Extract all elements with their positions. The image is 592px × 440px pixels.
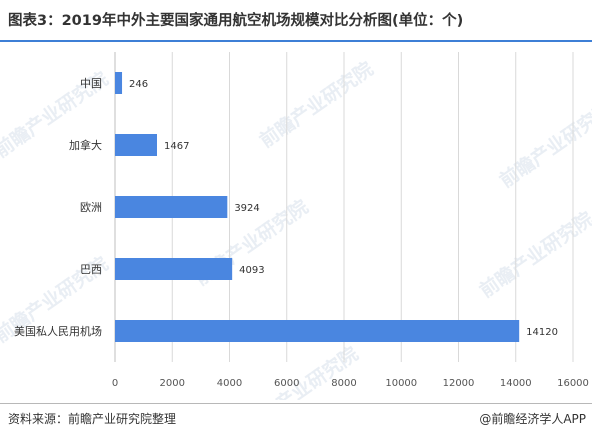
- data-label: 4093: [239, 265, 264, 276]
- data-label: 14120: [526, 327, 558, 338]
- x-tick-label: 12000: [443, 378, 475, 389]
- bar: [115, 320, 520, 342]
- x-tick-label: 16000: [557, 378, 589, 389]
- data-label: 1467: [164, 141, 189, 152]
- x-tick-label: 4000: [217, 378, 242, 389]
- category-label: 欧洲: [80, 201, 102, 214]
- watermark-text: 前瞻产业研究院: [255, 57, 377, 152]
- x-tick-label: 2000: [160, 378, 185, 389]
- x-tick-label: 14000: [500, 378, 532, 389]
- bar: [115, 72, 123, 94]
- chart-title: 图表3：2019年中外主要国家通用航空机场规模对比分析图(单位：个): [8, 13, 464, 29]
- x-tick-label: 6000: [274, 378, 299, 389]
- footer-divider: [0, 403, 592, 404]
- bar: [115, 258, 233, 280]
- brand-credit: @前瞻经济学人APP: [479, 412, 586, 426]
- x-tick-label: 0: [112, 378, 118, 389]
- title-divider: [0, 40, 592, 42]
- data-label: 3924: [234, 203, 259, 214]
- x-tick-label: 8000: [331, 378, 356, 389]
- watermark-text: 前瞻产业研究院: [475, 207, 592, 302]
- watermark-text: 前瞻产业研究院: [495, 97, 592, 192]
- category-label: 中国: [80, 77, 102, 90]
- x-tick-label: 10000: [385, 378, 417, 389]
- category-label: 巴西: [80, 263, 102, 276]
- category-label: 加拿大: [69, 138, 102, 152]
- data-label: 246: [129, 79, 148, 90]
- bar: [115, 134, 157, 156]
- bar: [115, 196, 228, 218]
- category-label: 美国私人民用机场: [14, 324, 102, 338]
- source-note: 资料来源：前瞻产业研究院整理: [8, 412, 177, 426]
